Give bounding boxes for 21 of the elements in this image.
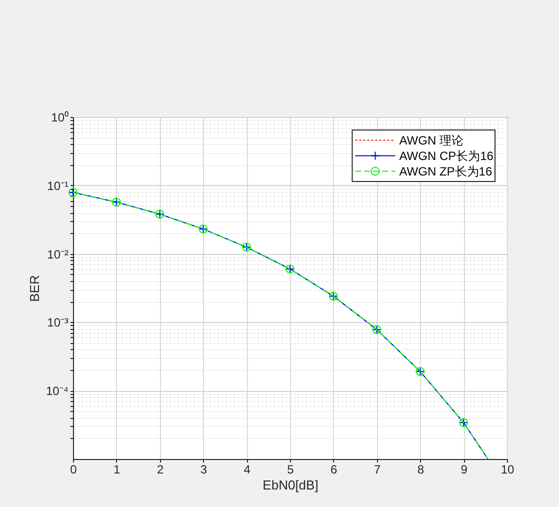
y-tick-label: 10⁰: [51, 110, 68, 124]
y-tick-label: 10⁻¹: [47, 178, 69, 193]
x-tick-label: 8: [417, 462, 424, 476]
x-tick-label: 0: [70, 462, 78, 476]
legend-label: AWGN 理论: [399, 133, 464, 148]
x-tick-label: 6: [330, 462, 338, 476]
x-axis-title: EbN0[dB]: [262, 478, 318, 492]
x-tick-label: 9: [460, 462, 468, 476]
x-tick-label: 1: [114, 462, 121, 476]
y-axis-title: BER: [26, 275, 42, 302]
x-tick-label: 3: [200, 462, 208, 476]
x-tick-label: 10: [500, 462, 514, 476]
y-tick-label: 10⁻³: [47, 316, 69, 330]
y-tick-label: 10⁻²: [47, 247, 69, 262]
legend-label: AWGN ZP长为16: [399, 164, 492, 178]
y-tick-label: 10⁻⁴: [46, 384, 68, 398]
x-tick-label: 5: [287, 462, 294, 476]
x-tick-label: 2: [156, 462, 164, 476]
legend-label: AWGN CP长为16: [399, 148, 494, 163]
x-tick-label: 4: [244, 462, 251, 476]
x-tick-label: 7: [374, 462, 381, 476]
